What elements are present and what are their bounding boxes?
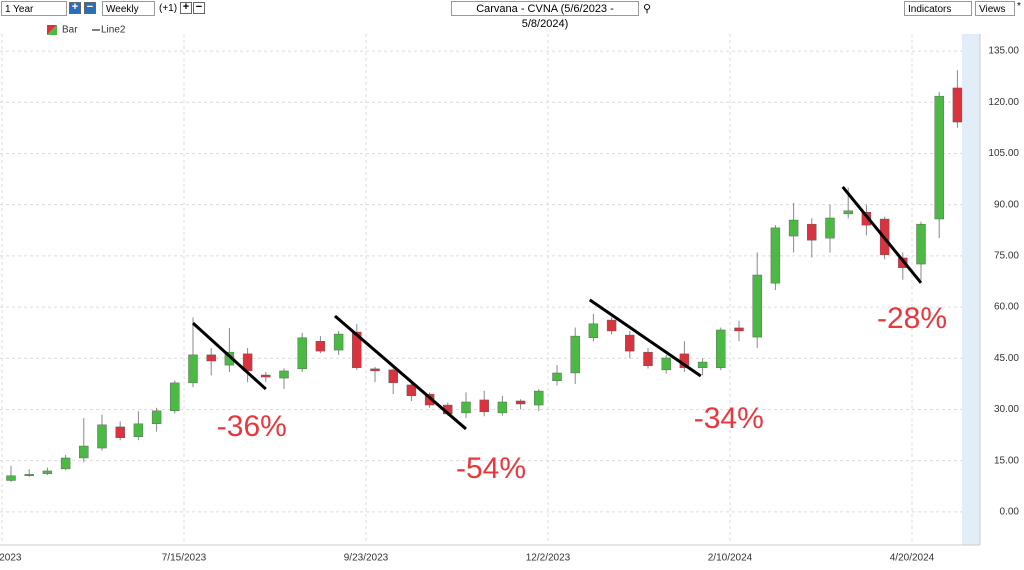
candle-body bbox=[697, 361, 708, 369]
y-tick-label: 105.00 bbox=[988, 148, 1019, 159]
candle-body bbox=[825, 217, 835, 239]
candle-body bbox=[151, 410, 162, 425]
offset-minus[interactable]: − bbox=[193, 2, 205, 14]
candle-body bbox=[6, 475, 16, 481]
candle-body bbox=[770, 227, 781, 284]
candle-body bbox=[952, 87, 963, 123]
candle-body bbox=[42, 470, 53, 474]
candle-body bbox=[461, 401, 471, 414]
candle-body bbox=[788, 219, 799, 237]
candle-body bbox=[115, 426, 125, 439]
x-tick-label: 9/23/2023 bbox=[344, 553, 389, 564]
y-tick-label: 90.00 bbox=[994, 199, 1019, 210]
candle-body bbox=[552, 372, 562, 382]
shaded-band bbox=[962, 34, 980, 545]
indicators-menu[interactable]: Indicators bbox=[904, 1, 972, 16]
candle-body bbox=[625, 334, 635, 352]
views-menu[interactable]: Views bbox=[975, 1, 1015, 16]
legend-label: Line2 bbox=[101, 25, 126, 36]
candle-body bbox=[916, 223, 926, 265]
y-tick-label: 45.00 bbox=[994, 353, 1019, 364]
candle-body bbox=[588, 323, 599, 339]
candle-body bbox=[534, 390, 544, 406]
annotation: -28% bbox=[877, 302, 947, 335]
candle-body bbox=[388, 369, 398, 384]
candle-body bbox=[315, 341, 326, 352]
candle-body bbox=[643, 351, 653, 366]
candle-body bbox=[570, 335, 580, 374]
x-tick-label: 7/15/2023 bbox=[162, 553, 207, 564]
candle-body bbox=[352, 331, 362, 369]
y-tick-label: 60.00 bbox=[994, 302, 1019, 313]
candle-body bbox=[79, 445, 89, 459]
legend-icon bbox=[47, 25, 57, 35]
candle-body bbox=[97, 424, 107, 449]
candle-body bbox=[606, 319, 617, 332]
candle-body bbox=[716, 329, 726, 369]
candle-body bbox=[133, 423, 144, 437]
y-tick-label: 120.00 bbox=[988, 97, 1019, 108]
y-tick-label: 30.00 bbox=[994, 404, 1019, 415]
candle-body bbox=[60, 457, 71, 470]
offset-label: (+1) bbox=[159, 3, 178, 14]
x-tick-label: 12/2/2023 bbox=[526, 553, 571, 564]
candle-body bbox=[661, 357, 671, 371]
candle-body bbox=[479, 399, 489, 413]
candle-body bbox=[370, 368, 380, 372]
candle-body bbox=[934, 95, 944, 220]
annotation: -54% bbox=[456, 452, 526, 485]
range-select[interactable]: 1 Year bbox=[1, 1, 67, 16]
x-tick-label: 2/10/2024 bbox=[708, 553, 753, 564]
x-tick-label: 5/6/2023 bbox=[0, 553, 22, 564]
candle-body bbox=[843, 210, 853, 215]
trend-line bbox=[588, 298, 702, 378]
candle-body bbox=[333, 333, 344, 351]
x-tick-label: 4/20/2024 bbox=[890, 553, 935, 564]
star: * bbox=[1017, 1, 1021, 12]
candle-body bbox=[188, 354, 198, 384]
interval-select[interactable]: Weekly bbox=[102, 1, 155, 16]
candle-body bbox=[861, 211, 872, 226]
trend-line bbox=[841, 185, 923, 284]
annotation: -34% bbox=[694, 402, 764, 435]
y-tick-label: 15.00 bbox=[994, 455, 1019, 466]
y-tick-label: 0.00 bbox=[1000, 507, 1020, 518]
zoom-in[interactable]: + bbox=[69, 2, 81, 14]
candle-body bbox=[515, 400, 526, 405]
offset-plus[interactable]: + bbox=[180, 2, 192, 14]
y-tick-label: 75.00 bbox=[994, 251, 1019, 262]
candle-body bbox=[807, 223, 817, 241]
annotation: -36% bbox=[217, 410, 287, 443]
candle-body bbox=[170, 382, 180, 412]
candle-body bbox=[297, 337, 307, 370]
legend-label: Bar bbox=[62, 25, 78, 36]
trend-line bbox=[333, 314, 467, 431]
candle-body bbox=[24, 474, 34, 476]
symbol-box[interactable]: Carvana - CVNA (5/6/2023 - 5/8/2024) bbox=[451, 1, 639, 30]
candle-body bbox=[261, 374, 271, 378]
candle-body bbox=[279, 370, 289, 379]
candle-body bbox=[497, 401, 508, 414]
trend-line bbox=[191, 322, 267, 391]
candle-body bbox=[206, 354, 216, 362]
search-icon[interactable]: ⚲ bbox=[643, 3, 652, 15]
zoom-out[interactable]: − bbox=[84, 2, 96, 14]
y-tick-label: 135.00 bbox=[988, 46, 1019, 57]
candle-body bbox=[734, 327, 744, 332]
candle-body bbox=[406, 384, 417, 397]
candle-body bbox=[752, 274, 762, 338]
